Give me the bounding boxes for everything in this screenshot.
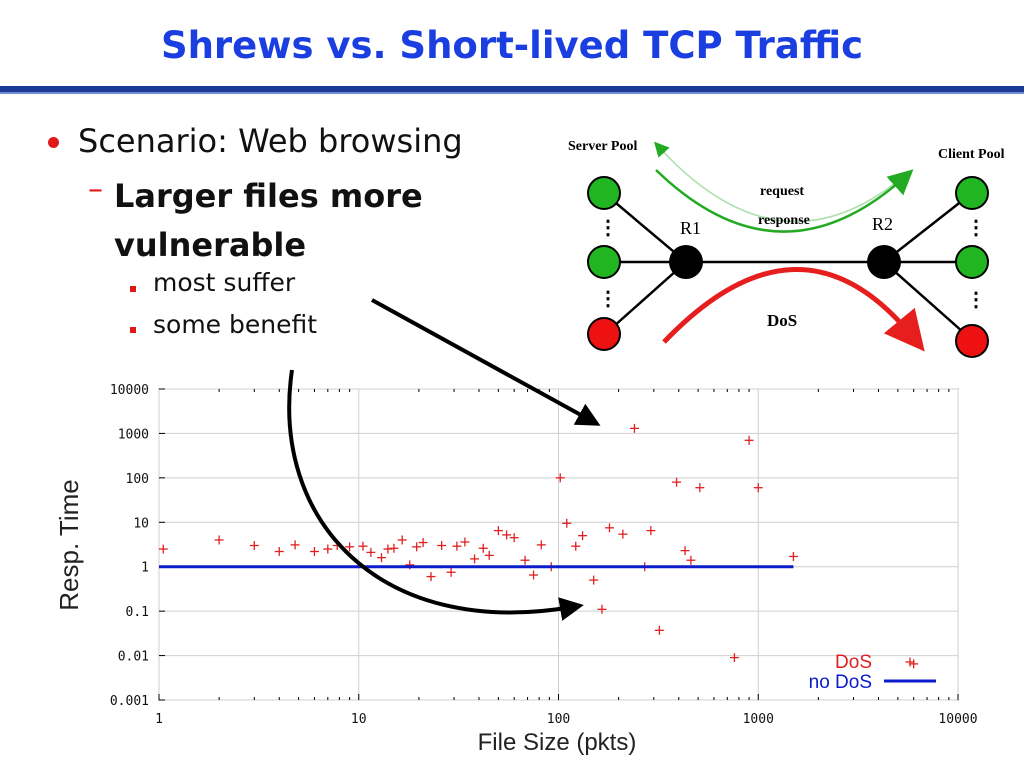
bullet-level2: Larger files more vulnerable [114, 177, 423, 264]
data-point-dos [397, 535, 407, 545]
data-point-dos [412, 542, 422, 552]
bullet-level1: Scenario: Web browsing [78, 122, 463, 160]
data-point-dos [597, 604, 607, 614]
data-point-dos [672, 477, 682, 487]
x-tick-label: 1000 [743, 712, 774, 727]
data-point-dos [509, 533, 519, 543]
annotation-arrow-some-benefit [287, 369, 584, 621]
data-point-dos [536, 540, 546, 550]
data-point-dos [366, 547, 376, 557]
data-point-dos [654, 625, 664, 635]
data-point-dos [214, 535, 224, 545]
annotation-arrow-most-suffer [371, 298, 601, 426]
data-point-dos [418, 538, 428, 548]
title-divider-highlight [0, 92, 1024, 94]
y-tick-label: 100 [126, 472, 149, 487]
y-tick-label: 10000 [110, 383, 149, 398]
data-point-dos [426, 572, 436, 582]
data-point-dos [478, 543, 488, 553]
data-point-dos [309, 547, 319, 557]
y-tick-label: 1 [141, 561, 149, 576]
bullet-dot [48, 137, 59, 148]
y-tick-label: 1000 [118, 427, 149, 442]
x-tick-label: 100 [547, 712, 570, 727]
data-point-dos [788, 551, 798, 561]
legend-dos-label: DoS [835, 652, 872, 673]
x-axis-label: File Size (pkts) [478, 729, 637, 756]
data-point-dos [502, 530, 512, 540]
slide-title: Shrews vs. Short-lived TCP Traffic [160, 24, 864, 67]
data-point-dos [629, 423, 639, 433]
data-point-dos [686, 555, 696, 565]
data-point-dos [555, 473, 565, 483]
data-point-dos [484, 550, 494, 560]
data-point-dos [383, 544, 393, 554]
data-point-dos [680, 546, 690, 556]
y-tick-label: 0.1 [126, 605, 149, 620]
data-point-dos [389, 543, 399, 553]
title-divider [0, 86, 1024, 92]
data-point-dos [377, 553, 387, 563]
bullet-square [130, 286, 136, 292]
data-point-dos [589, 575, 599, 585]
y-tick-label: 10 [133, 516, 149, 531]
data-point-dos [493, 526, 503, 536]
bullet-some-benefit: some benefit [153, 310, 318, 339]
legend-nodos-label: no DoS [809, 672, 872, 693]
data-point-dos [571, 541, 581, 551]
data-point-dos [158, 544, 168, 554]
data-point-dos [470, 554, 480, 564]
data-point-dos [744, 435, 754, 445]
data-point-dos [358, 541, 368, 551]
data-point-dos [578, 531, 588, 541]
data-point-dos [695, 483, 705, 493]
data-point-dos [562, 518, 572, 528]
bullet-dash: – [88, 172, 103, 207]
data-point-dos [274, 547, 284, 557]
data-point-dos [460, 537, 470, 547]
data-point-dos [729, 653, 739, 663]
y-axis-label: Resp. Time [54, 479, 84, 611]
data-point-dos [290, 540, 300, 550]
data-point-dos [909, 659, 919, 669]
data-point-dos [618, 529, 628, 539]
data-point-dos [646, 526, 656, 536]
x-tick-label: 1 [155, 712, 163, 727]
y-tick-label: 0.001 [110, 694, 149, 709]
data-point-dos [345, 542, 355, 552]
data-point-dos [437, 541, 447, 551]
x-tick-label: 10000 [938, 712, 977, 727]
bullet-square [130, 327, 136, 333]
legend-marks [884, 657, 936, 683]
data-point-dos [753, 483, 763, 493]
x-tick-label: 10 [351, 712, 367, 727]
chart-series [158, 423, 919, 669]
data-point-dos [520, 555, 530, 565]
data-point-dos [604, 523, 614, 533]
data-point-dos [529, 570, 539, 580]
y-tick-label: 0.01 [118, 650, 149, 665]
bullet-most-suffer: most suffer [153, 268, 296, 297]
data-point-dos [452, 541, 462, 551]
data-point-dos [323, 544, 333, 554]
data-point-dos [249, 541, 259, 551]
chart-ticks: 1 10 100 1000 10000 10000 1000 100 10 1 0.1 0.01 0.0… [110, 383, 978, 727]
data-point-dos [446, 567, 456, 577]
